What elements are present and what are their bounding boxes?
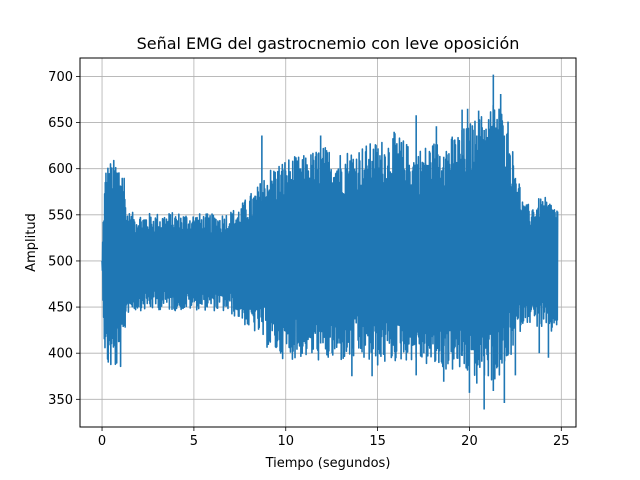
axis-ticks: 0 5 10 15 20 25 350 400 450 500 550 600 650 700 <box>48 70 569 449</box>
emg-signal-line <box>101 74 559 410</box>
y-tick-label: 550 <box>48 208 73 223</box>
plot-frame <box>79 57 577 428</box>
x-tick-label: 15 <box>369 434 386 449</box>
x-tick-label: 5 <box>190 434 198 449</box>
x-tick-label: 10 <box>277 434 294 449</box>
y-tick-label: 700 <box>48 70 73 85</box>
y-tick-label: 500 <box>48 254 73 269</box>
plot-area <box>101 74 559 410</box>
x-axis-title: Tiempo (segundos) <box>265 456 391 471</box>
y-tick-label: 450 <box>48 301 73 316</box>
y-tick-label: 350 <box>48 393 73 408</box>
x-tick-label: 0 <box>98 434 106 449</box>
y-tick-label: 400 <box>48 347 73 362</box>
x-tick-label: 25 <box>553 434 570 449</box>
chart-title: Señal EMG del gastrocnemio con leve opos… <box>137 34 520 53</box>
x-tick-label: 20 <box>461 434 478 449</box>
y-axis-title: Amplitud <box>24 213 39 272</box>
y-tick-label: 600 <box>48 162 73 177</box>
y-tick-label: 650 <box>48 116 73 131</box>
